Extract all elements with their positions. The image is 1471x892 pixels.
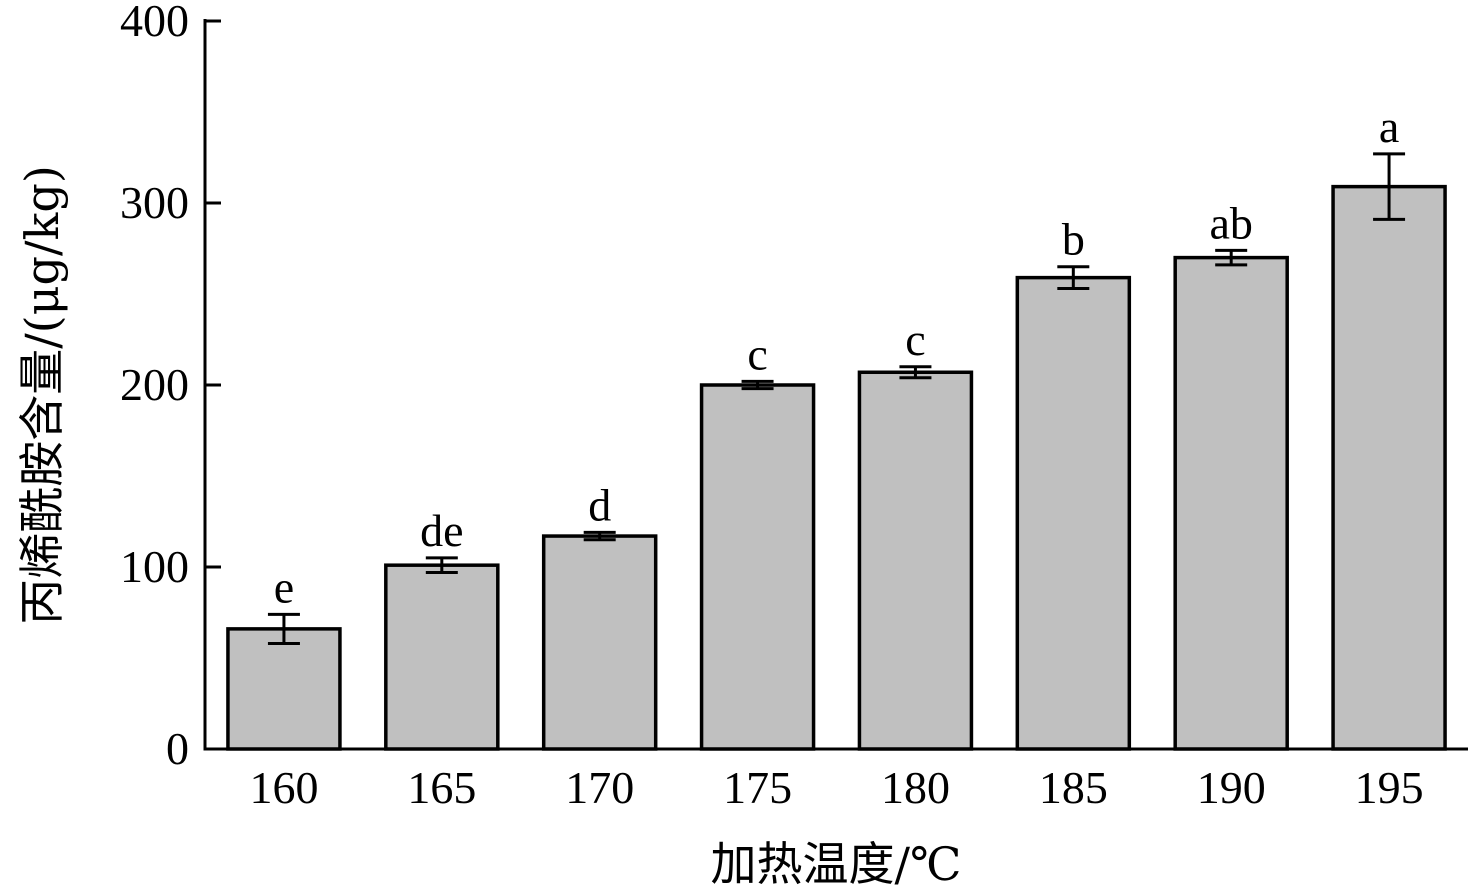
x-tick-label: 165 (407, 762, 476, 813)
bar-195 (1331, 184, 1447, 751)
significance-label-180: c (905, 314, 925, 365)
y-tick-label: 100 (120, 541, 189, 592)
x-tick-label: 195 (1355, 762, 1424, 813)
x-tick-label: 180 (881, 762, 950, 813)
y-tick-label: 0 (166, 723, 189, 774)
y-tick-label: 400 (120, 0, 189, 46)
y-tick-label: 300 (120, 177, 189, 228)
bar-190 (1173, 255, 1289, 751)
x-axis: 160 165 170 175 180 185 190 195 (203, 733, 1468, 813)
x-tick-label: 175 (723, 762, 792, 813)
x-tick-label: 160 (249, 762, 318, 813)
x-tick-label: 170 (565, 762, 634, 813)
error-bar-165 (425, 556, 458, 574)
y-axis: 0 100 200 300 400 (120, 0, 221, 774)
bar-170 (541, 534, 658, 751)
significance-label-175: c (747, 328, 767, 379)
bar-160 (226, 627, 342, 751)
significance-label-185: b (1062, 214, 1085, 265)
error-bar-190 (1215, 248, 1248, 267)
significance-label-195: a (1379, 101, 1399, 152)
error-bar-195 (1373, 152, 1406, 221)
significance-label-160: e (274, 561, 294, 612)
bar-180 (857, 370, 974, 751)
bars: e de d c c b ab a (226, 101, 1447, 751)
x-tick-label: 190 (1197, 762, 1266, 813)
error-bar-180 (899, 365, 932, 380)
significance-label-190: ab (1209, 197, 1252, 248)
bar-175 (699, 383, 816, 751)
error-bar-175 (741, 379, 774, 391)
bar-185 (1015, 275, 1132, 751)
significance-label-170: d (588, 479, 611, 530)
y-tick-label: 200 (120, 359, 189, 410)
error-bar-170 (583, 530, 616, 542)
x-tick-label: 185 (1039, 762, 1108, 813)
error-bar-185 (1057, 265, 1090, 291)
bar-165 (384, 563, 500, 751)
significance-label-165: de (420, 505, 463, 556)
error-bar-160 (267, 612, 300, 645)
x-axis-title: 加热温度/℃ (711, 837, 962, 891)
y-axis-title: 丙烯酰胺含量/(μg/kg) (15, 165, 69, 625)
